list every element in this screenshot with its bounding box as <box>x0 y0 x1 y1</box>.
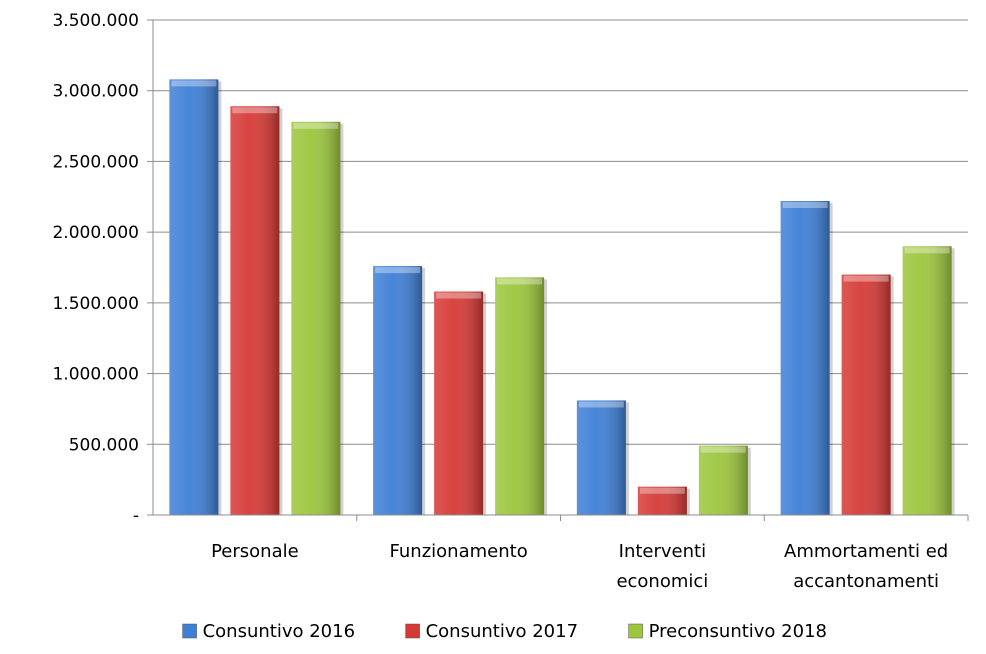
bar-shading <box>230 106 280 516</box>
x-category-label: Interventi economici <box>616 541 708 592</box>
y-tick-label: - <box>133 506 139 526</box>
bar <box>637 486 690 515</box>
bar-top-bevel <box>782 202 828 209</box>
bar <box>291 121 344 515</box>
bar-shading <box>291 121 341 515</box>
grid-layer <box>153 19 968 445</box>
bar-shading <box>780 201 830 515</box>
bar <box>169 79 222 516</box>
bar-shading <box>637 486 687 515</box>
legend-item: Preconsuntivo 2018 <box>628 621 827 642</box>
y-tick-label: 500.000 <box>69 435 139 455</box>
x-category-label: Ammortamenti ed accantonamenti <box>784 541 948 592</box>
legend-swatch <box>182 623 197 639</box>
legend-item: Consuntivo 2017 <box>405 621 578 642</box>
y-tick-label: 2.500.000 <box>52 152 139 172</box>
bar <box>780 201 833 515</box>
bar <box>698 445 751 515</box>
axis-layer: - 500.000 1.000.000 1.500.000 2.000.000 2.500… <box>52 11 969 592</box>
legend-swatch <box>628 623 643 639</box>
y-tick-label: 3.500.000 <box>52 11 139 31</box>
bar-top-bevel <box>497 278 543 285</box>
y-tick-label: 2.000.000 <box>52 223 139 243</box>
bar-shading <box>576 400 626 515</box>
bar-top-bevel <box>843 275 889 282</box>
bar-top-bevel <box>639 487 685 494</box>
bar-top-bevel <box>436 292 482 299</box>
bar-top-bevel <box>700 446 746 453</box>
bar <box>434 291 487 515</box>
bar-top-bevel <box>293 122 339 129</box>
bar <box>841 274 894 515</box>
bars-layer <box>169 79 955 516</box>
bar-top-bevel <box>375 267 421 274</box>
bar-top-bevel <box>232 107 278 114</box>
legend-label: Preconsuntivo 2018 <box>649 621 827 642</box>
legend-label: Consuntivo 2016 <box>203 621 355 642</box>
bar <box>373 266 426 515</box>
legend-swatch <box>405 623 420 639</box>
bar-shading <box>698 445 748 515</box>
x-category-label: Personale <box>211 541 299 562</box>
bar-shading <box>902 246 952 516</box>
bar-shading <box>841 274 891 515</box>
x-category-label: Funzionamento <box>390 541 528 562</box>
bar-shading <box>169 79 219 516</box>
bar-top-bevel <box>578 401 624 408</box>
bar-shading <box>434 291 484 515</box>
legend-label: Consuntivo 2017 <box>426 621 578 642</box>
legend-item: Consuntivo 2016 <box>182 621 355 642</box>
y-tick-label: 1.500.000 <box>52 294 139 314</box>
bar-shading <box>373 266 423 515</box>
bar <box>495 277 548 515</box>
y-tick-label: 3.000.000 <box>52 82 139 102</box>
bar <box>230 106 283 516</box>
bar-top-bevel <box>171 80 217 87</box>
y-tick-label: 1.000.000 <box>52 365 139 385</box>
bar-shading <box>495 277 545 515</box>
legend: Consuntivo 2016 Consuntivo 2017 Preconsunt… <box>182 621 827 642</box>
bar <box>576 400 629 515</box>
bar <box>902 246 955 516</box>
bar-top-bevel <box>904 247 950 254</box>
